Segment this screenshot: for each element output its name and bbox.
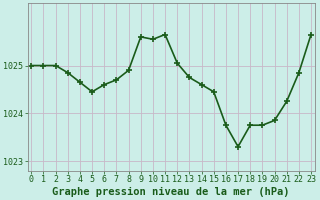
X-axis label: Graphe pression niveau de la mer (hPa): Graphe pression niveau de la mer (hPa) [52, 186, 290, 197]
